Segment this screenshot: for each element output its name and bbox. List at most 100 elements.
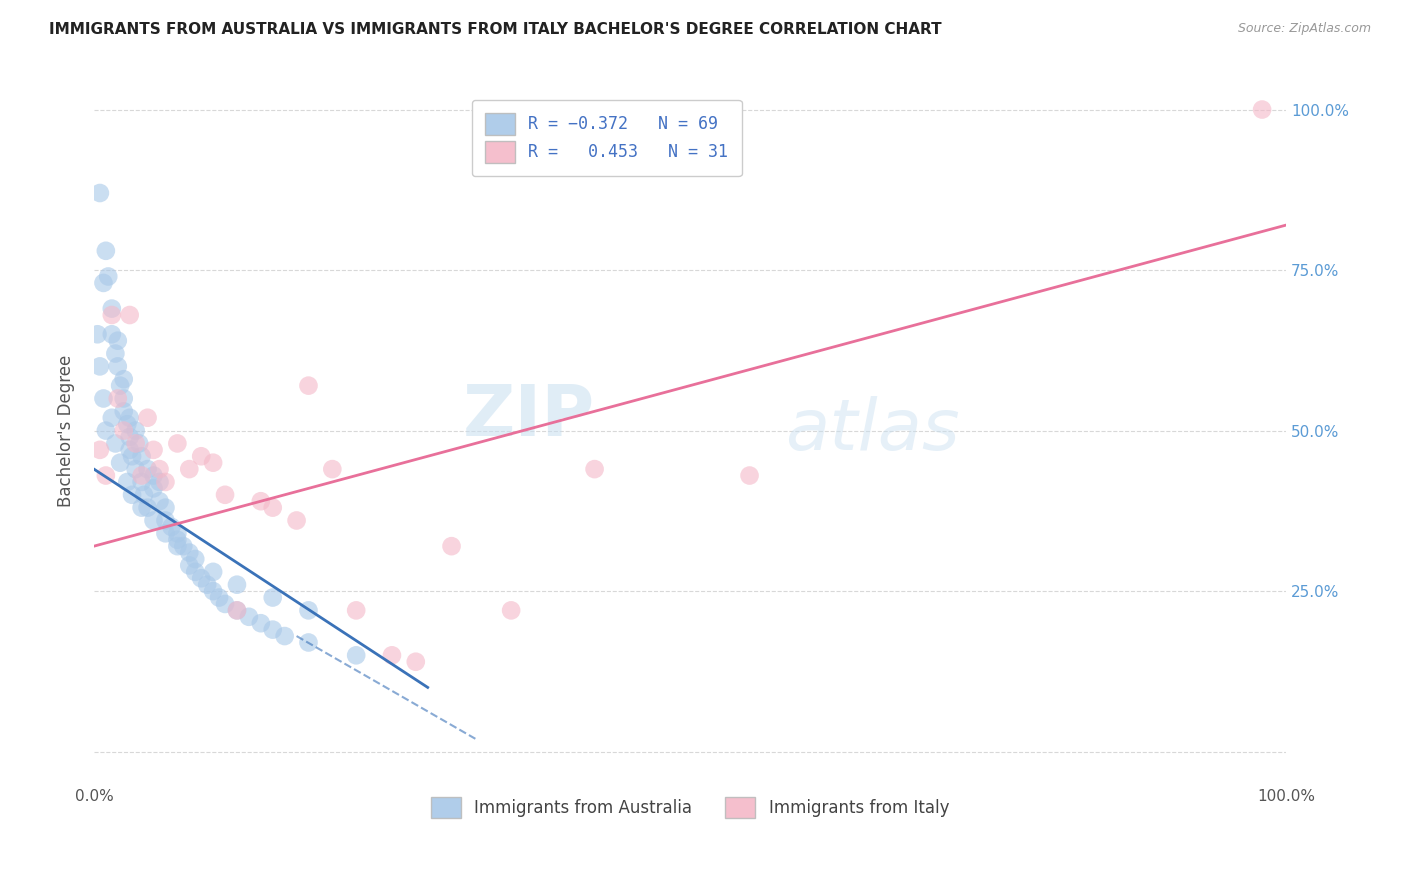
Point: [381, 648, 404, 663]
Point: [226, 603, 249, 617]
Point: [166, 533, 188, 547]
Point: [405, 655, 427, 669]
Point: [166, 526, 188, 541]
Point: [136, 462, 159, 476]
Point: [297, 635, 319, 649]
Point: [190, 571, 212, 585]
Point: [107, 392, 129, 406]
Point: [101, 301, 124, 316]
Point: [195, 577, 218, 591]
Point: [93, 276, 115, 290]
Point: [117, 475, 139, 489]
Point: [202, 584, 225, 599]
Point: [124, 462, 146, 476]
Point: [166, 539, 188, 553]
Point: [104, 436, 127, 450]
Point: [238, 609, 260, 624]
Point: [160, 520, 183, 534]
Point: [184, 552, 207, 566]
Point: [226, 603, 249, 617]
Point: [250, 494, 273, 508]
Point: [108, 378, 131, 392]
Point: [97, 269, 120, 284]
Point: [440, 539, 463, 553]
Legend: Immigrants from Australia, Immigrants from Italy: Immigrants from Australia, Immigrants fr…: [425, 790, 956, 825]
Point: [131, 468, 153, 483]
Point: [226, 577, 249, 591]
Point: [107, 334, 129, 348]
Point: [179, 545, 201, 559]
Point: [107, 359, 129, 374]
Point: [155, 475, 177, 489]
Point: [1251, 103, 1274, 117]
Point: [142, 468, 165, 483]
Text: ZIP: ZIP: [463, 382, 595, 451]
Point: [214, 597, 236, 611]
Point: [86, 327, 108, 342]
Point: [136, 500, 159, 515]
Point: [101, 308, 124, 322]
Point: [250, 616, 273, 631]
Point: [89, 186, 111, 200]
Point: [262, 591, 284, 605]
Point: [93, 392, 115, 406]
Point: [118, 430, 141, 444]
Point: [179, 462, 201, 476]
Point: [179, 558, 201, 573]
Point: [112, 372, 135, 386]
Point: [297, 603, 319, 617]
Point: [208, 591, 231, 605]
Point: [262, 623, 284, 637]
Point: [148, 475, 170, 489]
Point: [124, 436, 146, 450]
Text: Source: ZipAtlas.com: Source: ZipAtlas.com: [1237, 22, 1371, 36]
Point: [142, 482, 165, 496]
Point: [142, 513, 165, 527]
Point: [214, 488, 236, 502]
Point: [142, 442, 165, 457]
Point: [128, 436, 150, 450]
Point: [148, 462, 170, 476]
Point: [202, 565, 225, 579]
Point: [94, 244, 117, 258]
Point: [112, 392, 135, 406]
Point: [583, 462, 606, 476]
Point: [501, 603, 523, 617]
Point: [172, 539, 194, 553]
Point: [344, 648, 367, 663]
Point: [112, 404, 135, 418]
Point: [148, 494, 170, 508]
Point: [117, 417, 139, 432]
Point: [131, 475, 153, 489]
Point: [121, 488, 143, 502]
Point: [155, 513, 177, 527]
Point: [124, 424, 146, 438]
Y-axis label: Bachelor's Degree: Bachelor's Degree: [58, 354, 75, 507]
Point: [136, 410, 159, 425]
Point: [94, 468, 117, 483]
Point: [131, 500, 153, 515]
Text: IMMIGRANTS FROM AUSTRALIA VS IMMIGRANTS FROM ITALY BACHELOR'S DEGREE CORRELATION: IMMIGRANTS FROM AUSTRALIA VS IMMIGRANTS …: [49, 22, 942, 37]
Point: [155, 500, 177, 515]
Point: [166, 436, 188, 450]
Point: [285, 513, 308, 527]
Point: [121, 450, 143, 464]
Point: [108, 456, 131, 470]
Point: [262, 500, 284, 515]
Point: [190, 450, 212, 464]
Point: [118, 308, 141, 322]
Point: [132, 488, 155, 502]
Point: [101, 327, 124, 342]
Point: [118, 410, 141, 425]
Point: [118, 442, 141, 457]
Point: [344, 603, 367, 617]
Point: [94, 424, 117, 438]
Point: [89, 442, 111, 457]
Point: [321, 462, 343, 476]
Point: [202, 456, 225, 470]
Point: [104, 346, 127, 360]
Point: [131, 450, 153, 464]
Text: atlas: atlas: [786, 396, 960, 465]
Point: [101, 410, 124, 425]
Point: [273, 629, 295, 643]
